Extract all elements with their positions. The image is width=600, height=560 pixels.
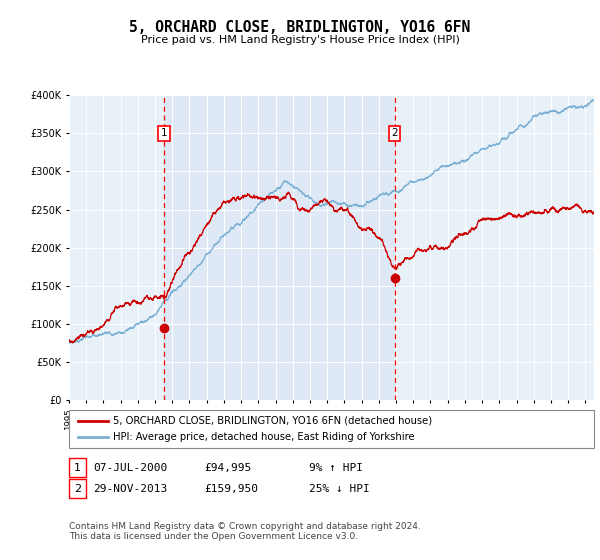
Text: £94,995: £94,995: [204, 463, 251, 473]
Text: 5, ORCHARD CLOSE, BRIDLINGTON, YO16 6FN (detached house): 5, ORCHARD CLOSE, BRIDLINGTON, YO16 6FN …: [113, 416, 432, 426]
Text: 9% ↑ HPI: 9% ↑ HPI: [309, 463, 363, 473]
Bar: [164, 95, 395, 400]
Text: 1: 1: [161, 128, 167, 138]
Text: Contains HM Land Registry data © Crown copyright and database right 2024.
This d: Contains HM Land Registry data © Crown c…: [69, 522, 421, 542]
Text: 29-NOV-2013: 29-NOV-2013: [93, 484, 167, 494]
Text: HPI: Average price, detached house, East Riding of Yorkshire: HPI: Average price, detached house, East…: [113, 432, 415, 442]
Text: 5, ORCHARD CLOSE, BRIDLINGTON, YO16 6FN: 5, ORCHARD CLOSE, BRIDLINGTON, YO16 6FN: [130, 20, 470, 35]
Text: 1: 1: [74, 463, 81, 473]
Text: £159,950: £159,950: [204, 484, 258, 494]
Text: Price paid vs. HM Land Registry's House Price Index (HPI): Price paid vs. HM Land Registry's House …: [140, 35, 460, 45]
Text: 07-JUL-2000: 07-JUL-2000: [93, 463, 167, 473]
Text: 2: 2: [74, 484, 81, 494]
Text: 25% ↓ HPI: 25% ↓ HPI: [309, 484, 370, 494]
Text: 2: 2: [391, 128, 398, 138]
